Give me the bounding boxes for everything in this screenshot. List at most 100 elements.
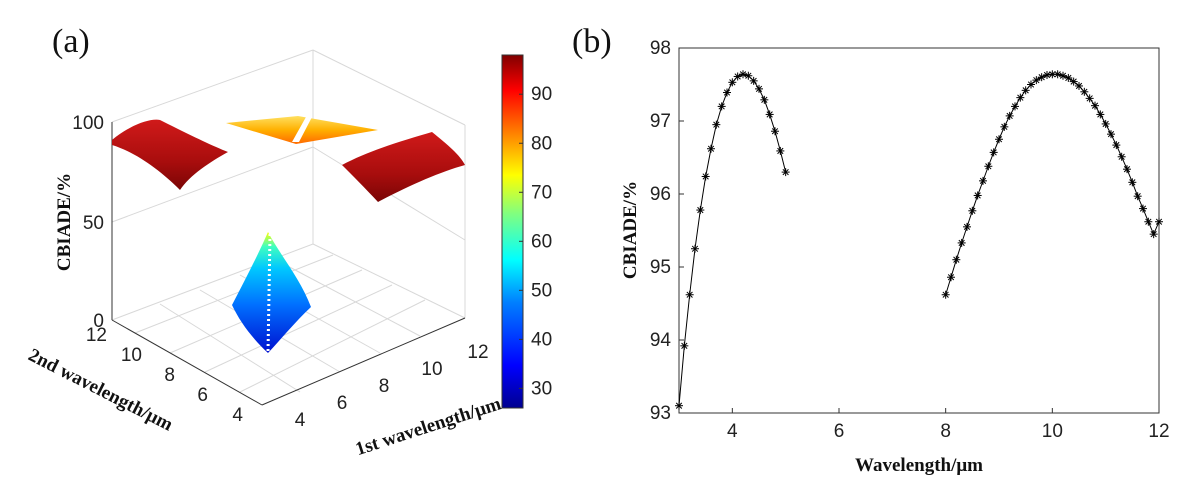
surface-lwir-mwir xyxy=(342,132,465,202)
data-point xyxy=(963,222,971,231)
data-point xyxy=(771,127,779,136)
data-point xyxy=(701,172,710,181)
z-axis-label: CBIADE/% xyxy=(54,173,75,271)
data-point xyxy=(1011,102,1019,111)
data-point xyxy=(776,146,785,155)
x-tick: 6 xyxy=(337,393,348,414)
data-point xyxy=(717,102,726,111)
y-tick: 12 xyxy=(86,325,107,346)
axis-ticks: 4 6 8 10 12 93 94 95 96 97 98 xyxy=(650,38,1170,442)
data-point xyxy=(765,110,774,119)
data-point xyxy=(760,95,769,104)
data-point xyxy=(744,71,753,80)
colorbar-tick-label: 70 xyxy=(531,182,552,203)
y-ticks: 12 10 8 6 4 xyxy=(86,325,244,426)
x-tick: 10 xyxy=(421,359,442,380)
data-point xyxy=(728,78,737,87)
colorbar-tick-label: 60 xyxy=(531,231,552,252)
x-tick-label: 8 xyxy=(940,421,951,442)
data-point xyxy=(1080,87,1089,96)
data-point xyxy=(1112,141,1121,150)
data-point xyxy=(995,135,1003,144)
data-point xyxy=(952,255,961,264)
colorbar-gradient xyxy=(501,54,524,409)
data-point xyxy=(968,206,977,215)
data-point xyxy=(1053,70,1062,79)
y-tick: 4 xyxy=(232,405,243,426)
data-point xyxy=(739,70,747,79)
colorbar-tick-label: 40 xyxy=(531,329,552,350)
data-point xyxy=(1117,152,1126,161)
data-point xyxy=(1155,217,1163,226)
y-tick: 8 xyxy=(164,365,175,386)
data-point xyxy=(1096,110,1105,119)
x-tick-label: 6 xyxy=(834,421,845,442)
data-point xyxy=(675,401,683,410)
x-tick: 4 xyxy=(295,410,306,431)
data-point xyxy=(1027,80,1035,89)
colorbar-tick-label: 90 xyxy=(531,84,552,105)
x-tick-label: 4 xyxy=(727,421,738,442)
x-tick: 12 xyxy=(467,342,488,363)
colorbar-tick-label: 80 xyxy=(531,133,552,154)
data-point xyxy=(979,176,987,185)
data-point xyxy=(1128,178,1137,187)
data-point xyxy=(749,76,758,85)
surface-lwir-lwir-gap xyxy=(292,117,312,142)
data-point xyxy=(685,290,694,299)
series-line xyxy=(945,73,1160,295)
surfaces xyxy=(112,116,465,354)
colorbar-ticks: 30 40 50 60 70 80 90 xyxy=(519,84,552,399)
data-point xyxy=(723,88,731,97)
data-point xyxy=(1043,71,1051,80)
data-point xyxy=(1064,73,1073,82)
box-grid xyxy=(111,49,466,393)
data-point xyxy=(755,84,763,93)
data-point xyxy=(941,290,950,299)
y-tick-label: 93 xyxy=(650,403,671,424)
data-point xyxy=(781,168,790,177)
data-point xyxy=(973,191,982,200)
panel-a-label: (a) xyxy=(52,23,90,60)
data-point xyxy=(707,144,715,153)
data-point xyxy=(1133,192,1142,201)
series-line xyxy=(678,73,787,406)
surface-mwir-mwir xyxy=(232,232,311,353)
data-point xyxy=(1139,204,1147,213)
x-tick: 8 xyxy=(379,376,390,397)
y-tick-label: 95 xyxy=(650,257,671,278)
y-tick-label: 94 xyxy=(650,330,672,351)
y-tick-label: 98 xyxy=(650,38,671,59)
data-point xyxy=(984,162,993,171)
y-tick: 10 xyxy=(121,345,142,366)
z-tick: 100 xyxy=(72,113,104,134)
y-axis-label: 2nd wavelength/μm xyxy=(25,345,176,436)
data-point xyxy=(696,206,705,215)
z-tick: 0 xyxy=(93,311,104,332)
y-tick-label: 96 xyxy=(650,184,671,205)
data-point xyxy=(947,273,955,282)
data-point xyxy=(712,120,721,129)
data-point xyxy=(1005,111,1014,120)
panel-b-label: (b) xyxy=(572,23,612,60)
x-ticks: 4 6 8 10 12 xyxy=(295,342,489,431)
data-point xyxy=(1107,130,1115,139)
data-point xyxy=(1101,119,1110,128)
data-point xyxy=(989,148,998,157)
box-edges xyxy=(111,122,466,406)
data-point xyxy=(1144,217,1153,226)
data-point xyxy=(1075,81,1083,90)
data-point xyxy=(1085,94,1094,103)
z-ticks: 100 50 0 xyxy=(72,113,104,332)
data-point xyxy=(1069,77,1078,86)
data-point xyxy=(1021,86,1030,95)
series xyxy=(675,70,1163,410)
panel-a: (a) xyxy=(25,23,504,460)
data-point xyxy=(1016,93,1025,102)
x-axis-label: Wavelength/μm xyxy=(855,455,983,476)
colorbar: 30 40 50 60 70 80 90 xyxy=(501,54,552,409)
y-axis-label: CBIADE/% xyxy=(620,181,641,279)
colorbar-tick-label: 50 xyxy=(531,280,552,301)
x-axis-label: 1st wavelength/μm xyxy=(353,393,504,460)
